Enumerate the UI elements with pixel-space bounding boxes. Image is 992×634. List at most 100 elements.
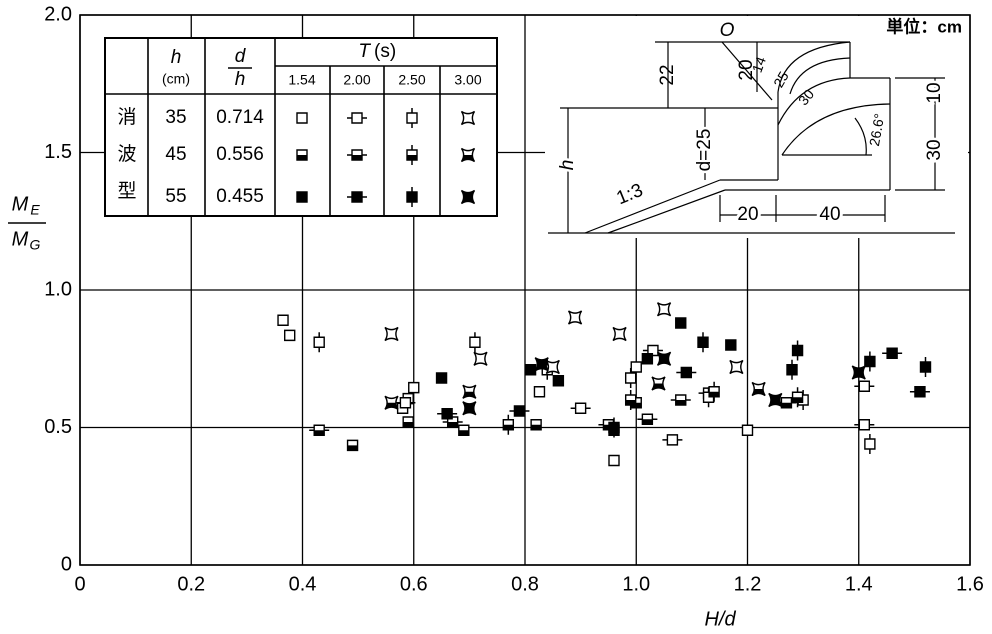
point [408, 381, 420, 394]
marker-shape [768, 392, 783, 408]
marker-fill [403, 422, 414, 427]
marker-fill [447, 422, 458, 427]
marker-shape [408, 381, 420, 394]
marker-shape [697, 336, 709, 348]
point [347, 112, 367, 124]
marker-fill [652, 383, 665, 390]
marker-shape [533, 386, 546, 398]
x-tick-label: 0.8 [511, 573, 539, 595]
marker-fill [781, 402, 792, 408]
marker-shape [858, 419, 871, 431]
point [786, 359, 798, 380]
point [402, 416, 414, 428]
marker-shape [469, 336, 481, 348]
x-tick-label: 1.6 [956, 573, 984, 595]
point [725, 339, 737, 351]
x-tick-label: 0.4 [289, 573, 317, 595]
marker-shape [313, 336, 325, 348]
curve [777, 41, 851, 93]
marker-shape [725, 339, 737, 351]
marker-shape [284, 329, 296, 342]
marker-shape [460, 110, 476, 126]
point [473, 351, 488, 366]
unit-label: 単位：cm [886, 16, 962, 36]
marker-shape [608, 454, 620, 467]
structure-diagram: 単位：cm O 22 20 14 25 30 10 30 26.6° d=25 … [545, 16, 968, 238]
x-tick-label: 1.0 [622, 573, 650, 595]
marker-shape [886, 347, 898, 359]
h-unit: (cm) [162, 71, 190, 87]
angle-label: 26.6° [866, 112, 887, 147]
marker-shape [435, 372, 448, 384]
plot-frame [79, 14, 971, 566]
dim-label: 10 [924, 82, 945, 103]
point [864, 351, 876, 372]
point [458, 424, 470, 436]
marker-shape [277, 314, 289, 326]
point [751, 381, 766, 397]
point [296, 149, 308, 161]
point [309, 424, 330, 436]
period: 2.00 [343, 72, 370, 88]
dim-label: 25 [770, 68, 792, 90]
point [729, 359, 744, 375]
point [469, 332, 481, 353]
marker-shape [351, 191, 363, 203]
marker-fill [314, 430, 325, 436]
marker-shape [624, 372, 637, 384]
curve [789, 57, 851, 95]
point [641, 353, 654, 365]
point [882, 347, 903, 359]
point [854, 419, 875, 431]
marker-shape [851, 365, 866, 380]
marker-shape [666, 434, 679, 446]
y-axis-label-sub: E [30, 202, 40, 218]
marker-shape [545, 359, 560, 375]
marker-fill [347, 445, 358, 451]
dim-label: 20 [737, 204, 758, 225]
marker-shape [524, 364, 537, 376]
marker-fill [675, 400, 686, 405]
marker-shape [675, 317, 687, 329]
curve [777, 77, 851, 126]
point [509, 405, 530, 417]
point [435, 372, 448, 384]
point [406, 108, 418, 128]
leader [721, 41, 773, 101]
point [608, 454, 620, 467]
point [384, 395, 399, 410]
marker-shape [296, 112, 308, 124]
marker-fill [625, 400, 636, 405]
y-tick-label: 1.0 [44, 278, 72, 300]
point [545, 359, 560, 375]
point [524, 364, 537, 376]
point [347, 191, 367, 203]
point [656, 351, 672, 366]
point [296, 112, 308, 124]
marker-fill [709, 391, 720, 397]
point [656, 302, 672, 317]
marker-shape [741, 424, 754, 436]
period: 1.54 [288, 72, 315, 88]
marker-fill [458, 430, 469, 436]
marker-shape [729, 359, 744, 375]
point [864, 434, 876, 454]
dim-label: d=25 [694, 129, 715, 172]
point [608, 417, 620, 438]
x-axis-label: H/d [704, 608, 736, 630]
marker-shape [534, 357, 549, 372]
marker-shape [406, 112, 418, 124]
marker-shape [919, 361, 932, 373]
marker-shape [914, 386, 926, 398]
dim-label: 22 [657, 64, 678, 85]
slope [607, 189, 726, 234]
marker-shape [608, 421, 620, 434]
t-unit: (s) [374, 41, 396, 62]
point [437, 408, 458, 420]
marker-shape [858, 380, 871, 392]
row-label: 型 [117, 180, 136, 202]
point [630, 361, 642, 373]
marker-shape [351, 112, 363, 124]
marker-shape [460, 189, 476, 205]
